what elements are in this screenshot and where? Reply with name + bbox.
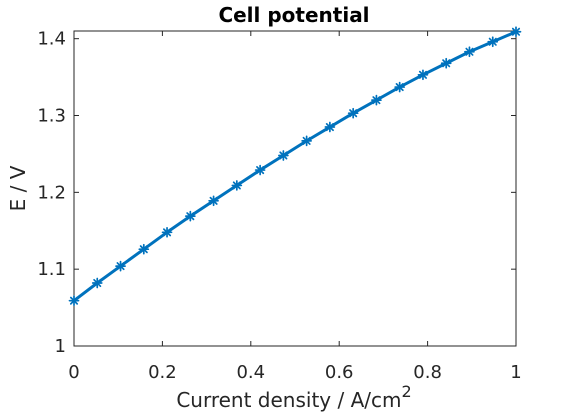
- asterisk-marker-stroke: [372, 96, 381, 105]
- x-axis-label-superscript: 2: [401, 382, 411, 401]
- data-point: [417, 69, 429, 81]
- asterisk-marker-stroke: [302, 136, 311, 145]
- x-tick-label: 0.8: [413, 362, 442, 383]
- plot-frame: [73, 30, 517, 347]
- asterisk-marker-stroke: [349, 109, 358, 118]
- asterisk-marker-stroke: [511, 27, 521, 36]
- asterisk-marker-stroke: [186, 212, 195, 221]
- asterisk-marker-stroke: [465, 47, 474, 56]
- asterisk-marker-stroke: [279, 151, 288, 160]
- data-point: [115, 260, 126, 272]
- data-point: [464, 46, 475, 58]
- data-point: [68, 295, 80, 307]
- x-tick-label: 0.4: [236, 362, 265, 383]
- data-point: [161, 226, 173, 238]
- tick-labels-group: 0 0.2 0.4 0.6 0.8 1 1 1.1 1.2 1.3 1.4: [37, 29, 521, 383]
- data-point: [301, 135, 312, 147]
- data-point: [487, 36, 499, 48]
- y-tick-label: 1: [55, 336, 66, 357]
- y-tick-label: 1.3: [37, 106, 66, 127]
- data-point: [510, 26, 522, 38]
- asterisk-marker-stroke: [232, 181, 241, 190]
- data-point: [324, 121, 336, 133]
- data-point: [254, 164, 266, 176]
- asterisk-marker-stroke: [325, 123, 334, 132]
- chart-title: Cell potential: [218, 3, 369, 27]
- y-axis-label: E / V: [6, 165, 30, 211]
- asterisk-marker-stroke: [395, 83, 404, 92]
- asterisk-marker-stroke: [256, 166, 265, 175]
- asterisk-marker-stroke: [418, 70, 427, 79]
- asterisk-marker-stroke: [93, 278, 102, 288]
- x-tick-label: 0: [68, 362, 79, 383]
- x-tick-label: 1: [510, 362, 521, 383]
- series-group: [68, 26, 522, 307]
- plot-area: 0 0.2 0.4 0.6 0.8 1 1 1.1 1.2 1.3 1.4: [37, 26, 522, 383]
- y-tick-label: 1.2: [37, 182, 66, 203]
- y-tick-label: 1.1: [37, 259, 66, 280]
- asterisk-marker-stroke: [488, 37, 497, 46]
- data-point: [278, 150, 289, 161]
- asterisk-marker-stroke: [442, 59, 451, 68]
- asterisk-marker-stroke: [139, 245, 148, 254]
- data-point: [394, 81, 406, 93]
- data-point: [371, 94, 382, 106]
- x-tick-label: 0.2: [148, 362, 177, 383]
- data-point: [91, 277, 103, 289]
- asterisk-marker-stroke: [209, 196, 218, 205]
- asterisk-marker-stroke: [163, 228, 172, 237]
- data-point: [347, 107, 359, 119]
- x-axis-label: Current density / A/cm2: [176, 382, 411, 412]
- asterisk-marker-stroke: [69, 296, 79, 305]
- y-tick-label: 1.4: [37, 29, 66, 50]
- asterisk-marker-stroke: [116, 262, 125, 271]
- data-point: [208, 195, 219, 207]
- data-point: [184, 210, 196, 222]
- x-axis-label-text: Current density / A/cm: [176, 388, 401, 412]
- data-point: [138, 243, 150, 255]
- x-tick-label: 0.6: [325, 362, 354, 383]
- data-point: [231, 180, 243, 191]
- data-point: [440, 57, 452, 69]
